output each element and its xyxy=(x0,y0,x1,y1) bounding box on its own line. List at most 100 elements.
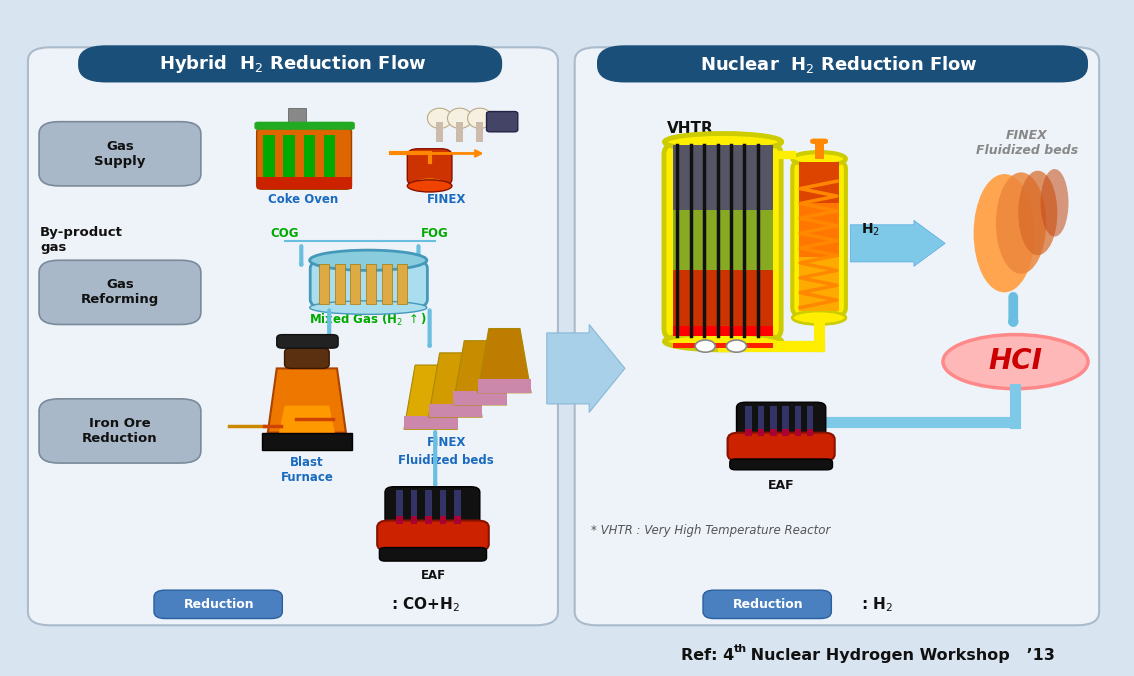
Bar xyxy=(770,406,777,436)
Bar xyxy=(440,516,447,524)
Bar xyxy=(396,490,403,524)
FancyBboxPatch shape xyxy=(254,122,355,130)
FancyBboxPatch shape xyxy=(596,45,1088,82)
Ellipse shape xyxy=(996,172,1047,274)
Text: By-product
gas: By-product gas xyxy=(40,226,124,254)
FancyBboxPatch shape xyxy=(39,260,201,324)
FancyBboxPatch shape xyxy=(486,112,518,132)
Text: Coke Oven: Coke Oven xyxy=(269,193,339,206)
FancyBboxPatch shape xyxy=(730,459,832,470)
Bar xyxy=(745,406,752,436)
Polygon shape xyxy=(268,368,346,433)
Bar xyxy=(799,162,839,203)
Bar xyxy=(456,122,463,142)
FancyBboxPatch shape xyxy=(39,122,201,186)
Text: FOG: FOG xyxy=(422,226,449,240)
Bar xyxy=(425,490,432,524)
Text: Ref: 4: Ref: 4 xyxy=(680,648,734,663)
Bar xyxy=(335,264,345,304)
Ellipse shape xyxy=(665,333,781,350)
FancyBboxPatch shape xyxy=(39,399,201,463)
Bar xyxy=(429,404,482,417)
Bar xyxy=(319,264,329,304)
Bar xyxy=(672,145,773,210)
FancyBboxPatch shape xyxy=(154,590,282,619)
Bar xyxy=(455,516,460,524)
Ellipse shape xyxy=(448,108,472,128)
FancyBboxPatch shape xyxy=(728,433,835,461)
Text: FINEX
Fluidized beds: FINEX Fluidized beds xyxy=(975,129,1077,157)
FancyBboxPatch shape xyxy=(28,47,558,625)
Ellipse shape xyxy=(793,311,846,324)
Bar xyxy=(799,257,839,311)
Bar xyxy=(758,406,764,436)
Bar xyxy=(411,516,417,524)
FancyBboxPatch shape xyxy=(810,139,828,144)
Polygon shape xyxy=(404,365,457,429)
Bar xyxy=(477,379,531,393)
Text: VHTR: VHTR xyxy=(667,121,714,136)
Circle shape xyxy=(695,340,716,352)
FancyArrow shape xyxy=(850,220,945,266)
Text: : CO+H$_2$: : CO+H$_2$ xyxy=(390,595,459,614)
FancyBboxPatch shape xyxy=(378,521,489,551)
Ellipse shape xyxy=(1041,169,1068,237)
Bar xyxy=(382,264,391,304)
FancyBboxPatch shape xyxy=(311,260,428,308)
Bar xyxy=(672,326,773,336)
Ellipse shape xyxy=(793,152,846,166)
Bar xyxy=(770,429,777,436)
Bar xyxy=(476,122,483,142)
Bar xyxy=(782,406,789,436)
Bar xyxy=(795,429,802,436)
Text: COG: COG xyxy=(270,226,298,240)
FancyBboxPatch shape xyxy=(277,335,338,348)
FancyBboxPatch shape xyxy=(78,45,502,82)
Ellipse shape xyxy=(428,108,452,128)
Bar xyxy=(366,264,376,304)
Bar xyxy=(404,416,457,429)
Bar xyxy=(806,429,813,436)
Text: Hybrid  H$_2$ Reduction Flow: Hybrid H$_2$ Reduction Flow xyxy=(159,53,426,75)
Polygon shape xyxy=(477,329,531,393)
Bar xyxy=(799,203,839,257)
Text: FINEX: FINEX xyxy=(426,436,466,449)
FancyBboxPatch shape xyxy=(665,142,781,341)
Polygon shape xyxy=(429,353,482,417)
Ellipse shape xyxy=(467,108,492,128)
Bar xyxy=(304,135,314,185)
Polygon shape xyxy=(454,341,507,405)
Text: Nuclear Hydrogen Workshop   ’13: Nuclear Hydrogen Workshop ’13 xyxy=(745,648,1056,663)
Ellipse shape xyxy=(310,301,426,314)
Bar xyxy=(672,270,773,331)
Bar xyxy=(672,210,773,270)
Text: : H$_2$: : H$_2$ xyxy=(862,595,894,614)
Bar xyxy=(284,135,295,185)
Bar xyxy=(672,343,773,348)
Text: EAF: EAF xyxy=(421,569,446,582)
Ellipse shape xyxy=(310,250,426,270)
FancyArrow shape xyxy=(547,324,625,412)
Bar xyxy=(437,122,443,142)
Bar xyxy=(350,264,361,304)
Bar xyxy=(806,406,813,436)
FancyBboxPatch shape xyxy=(703,590,831,619)
Bar xyxy=(758,429,764,436)
Text: Mixed Gas (H$_2$ $\uparrow$): Mixed Gas (H$_2$ $\uparrow$) xyxy=(310,312,428,329)
Bar xyxy=(263,135,274,185)
Text: * VHTR : Very High Temperature Reactor: * VHTR : Very High Temperature Reactor xyxy=(592,524,831,537)
Text: Fluidized beds: Fluidized beds xyxy=(398,454,494,467)
Ellipse shape xyxy=(414,178,446,189)
Bar xyxy=(455,490,460,524)
Text: Reduction: Reduction xyxy=(184,598,254,611)
Circle shape xyxy=(727,340,746,352)
Text: HCI: HCI xyxy=(989,347,1042,375)
Bar xyxy=(397,264,407,304)
FancyBboxPatch shape xyxy=(793,159,846,318)
Bar xyxy=(411,490,417,524)
Bar xyxy=(256,177,352,189)
Text: Blast
Furnace: Blast Furnace xyxy=(280,456,333,484)
Bar xyxy=(745,429,752,436)
Bar xyxy=(396,516,403,524)
FancyBboxPatch shape xyxy=(384,487,480,524)
